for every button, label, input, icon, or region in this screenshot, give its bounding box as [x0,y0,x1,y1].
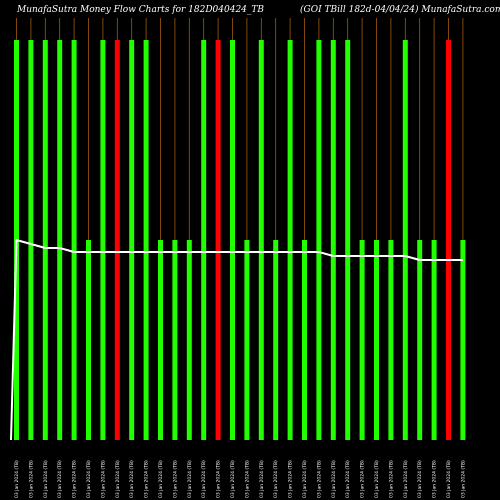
bar [186,240,192,440]
bar-series [14,40,466,440]
x-tick-label: 03 Jan 2024 (TB) [230,460,236,498]
x-tick-label: 03 Jan 2024 (TB) [43,460,49,498]
x-tick-label: 03 Jan 2024 (TB) [28,460,34,498]
bar [460,240,466,440]
x-tick-label: 03 Jan 2024 (TB) [187,460,193,498]
x-tick-labels: 03 Jan 2024 (TB) 03 Jan 2024 (TB) 03 Jan 2… [14,460,466,498]
x-tick-label: 03 Jan 2024 (TB) [432,460,438,498]
bar [86,240,91,440]
vertical-guide-lines [16,18,464,440]
x-tick-label: 03 Jan 2024 (TB) [201,460,207,498]
bar [57,40,63,440]
bar [114,40,120,440]
x-tick-label: 03 Jan 2024 (TB) [100,460,106,498]
bar [143,40,149,440]
bar [201,40,207,440]
x-tick-label: 03 Jan 2024 (TB) [244,460,250,498]
x-tick-label: 03 Jan 2024 (TB) [144,460,150,498]
x-tick-label: 03 Jan 2024 (TB) [86,460,92,498]
bar [287,40,293,440]
x-tick-label: 03 Jan 2024 (TB) [460,460,466,498]
chart-title: MunafaSutra Money Flow Charts for 182D04… [16,5,264,15]
x-tick-label: 03 Jan 2024 (TB) [446,460,452,498]
x-tick-label: 03 Jan 2024 (TB) [172,460,178,498]
x-tick-label: 03 Jan 2024 (TB) [316,460,322,498]
x-tick-label: 03 Jan 2024 (TB) [216,460,222,498]
x-tick-label: 03 Jan 2024 (TB) [288,460,294,498]
bar [345,40,351,440]
x-tick-label: 03 Jan 2024 (TB) [417,460,423,498]
money-flow-line [10,239,463,441]
bar [359,240,365,440]
bar [100,40,106,440]
x-tick-label: 03 Jan 2024 (TB) [403,460,409,498]
bar [374,240,379,440]
x-tick-label: 03 Jan 2024 (TB) [57,460,63,498]
x-tick-label: 03 Jan 2024 (TB) [273,460,279,498]
bar [244,240,250,440]
bar [330,40,336,440]
x-tick-label: 03 Jan 2024 (TB) [374,460,380,498]
bar [417,240,423,440]
bar [129,40,135,440]
bar [215,40,221,440]
x-tick-label: 03 Jan 2024 (TB) [302,460,308,498]
bar [71,40,77,440]
x-tick-label: 03 Jan 2024 (TB) [331,460,337,498]
x-tick-label: 03 Jan 2024 (TB) [115,460,121,498]
bar [28,40,34,440]
chart-subtitle: (GOI TBill 182d-04/04/24) MunafaSutra.co… [300,4,500,15]
bar [431,240,437,440]
bar [446,40,451,440]
x-tick-label: 03 Jan 2024 (TB) [72,460,78,498]
bar [230,40,235,440]
x-tick-label: 03 Jan 2024 (TB) [345,460,351,498]
bar [388,240,394,440]
bar [402,40,408,440]
x-tick-label: 03 Jan 2024 (TB) [158,460,164,498]
bar [42,40,48,440]
bar [302,240,307,440]
bar [273,240,279,440]
x-tick-label: 03 Jan 2024 (TB) [388,460,394,498]
bar [258,40,264,440]
x-tick-label: 03 Jan 2024 (TB) [360,460,366,498]
bar [158,240,163,440]
x-tick-label: 03 Jan 2024 (TB) [14,460,20,498]
bar [316,40,322,440]
x-tick-label: 03 Jan 2024 (TB) [259,460,265,498]
bar [172,240,178,440]
x-tick-label: 03 Jan 2024 (TB) [129,460,135,498]
